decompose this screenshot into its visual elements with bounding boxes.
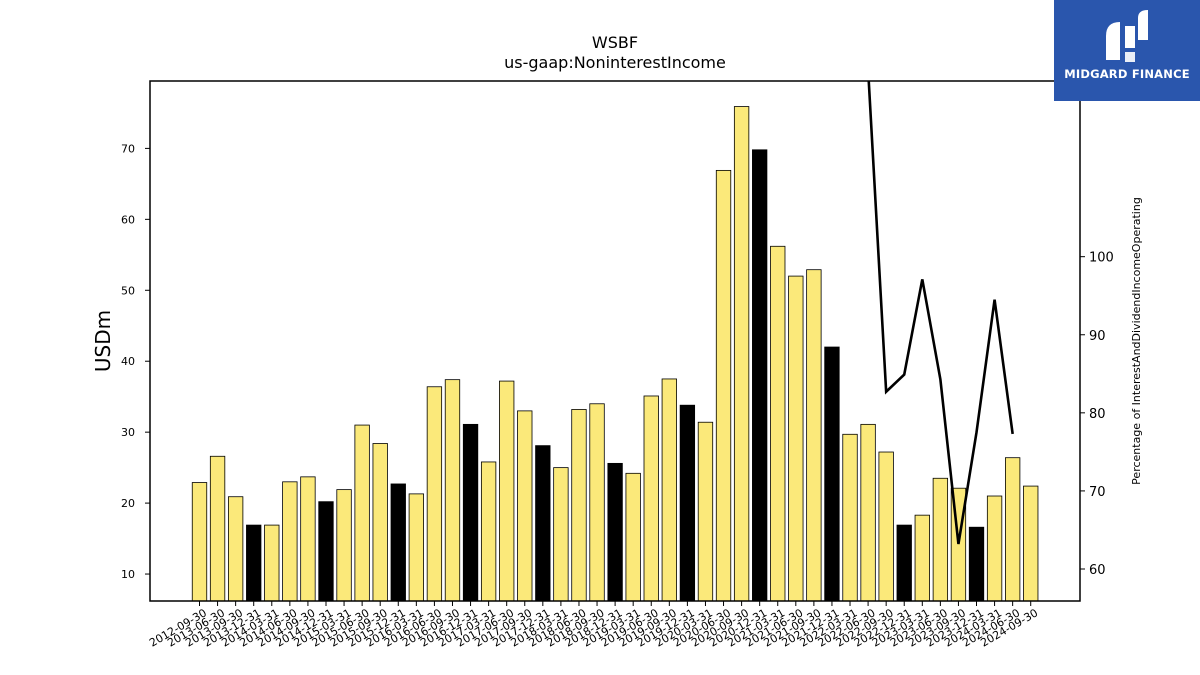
bar — [517, 410, 533, 602]
y-tick-label: 30 — [121, 426, 135, 439]
bar — [860, 423, 876, 602]
bar — [209, 455, 226, 602]
y-tick-label: 40 — [121, 355, 135, 368]
bar — [282, 481, 298, 602]
bar — [986, 495, 1003, 602]
bar — [589, 403, 605, 602]
y-tick-label: 70 — [121, 142, 135, 155]
bar — [842, 433, 858, 602]
bar — [788, 275, 804, 602]
bar — [715, 169, 732, 602]
bar — [246, 524, 262, 602]
bar — [462, 423, 479, 602]
y-tick-label: 50 — [121, 284, 135, 297]
y2-tick-label: 80 — [1089, 407, 1106, 422]
x-axis: 2012-09-302013-06-302013-09-302013-12-31… — [147, 601, 1040, 650]
y2-tick-label: 70 — [1089, 485, 1106, 500]
bar — [354, 424, 370, 602]
line-series — [867, 81, 1014, 545]
bar — [390, 483, 406, 602]
bar — [752, 149, 768, 602]
bar — [318, 501, 334, 602]
bar — [1023, 485, 1039, 602]
bar — [264, 524, 280, 602]
bar — [300, 476, 316, 602]
y-axis-right: 60 70 80 90 100 — [1080, 251, 1114, 578]
bar — [191, 482, 208, 602]
y2-axis-label: Percentage of InterestAndDividendIncomeO… — [1130, 197, 1143, 485]
bar — [806, 269, 822, 602]
bar — [733, 106, 750, 602]
bar — [426, 386, 443, 602]
y-tick-label: 20 — [121, 497, 135, 510]
bar — [1005, 457, 1021, 602]
bar — [661, 378, 677, 602]
mf-logo-icon — [1106, 10, 1148, 62]
bar — [932, 477, 949, 602]
y-axis-label: USDm — [91, 310, 115, 372]
bar — [336, 489, 352, 602]
y2-tick-label: 100 — [1089, 251, 1114, 266]
bar — [372, 443, 388, 602]
chart-subtitle: us-gaap:NoninterestIncome — [504, 53, 726, 72]
bar — [824, 346, 840, 602]
bar — [770, 245, 786, 602]
brand-logo-text: MIDGARD FINANCE — [1064, 67, 1190, 81]
bar — [227, 496, 244, 602]
y2-tick-label: 60 — [1089, 563, 1106, 578]
bar — [914, 514, 930, 602]
bar — [499, 380, 515, 602]
bar — [968, 526, 985, 602]
bar — [480, 461, 497, 602]
chart-title: WSBF — [592, 33, 638, 52]
bar — [878, 451, 894, 602]
y-tick-label: 10 — [121, 568, 135, 581]
y-axis-left: 10 20 30 40 50 60 70 — [121, 142, 150, 581]
bar — [607, 462, 623, 602]
bar — [625, 472, 641, 602]
bar — [535, 445, 551, 602]
y-tick-label: 60 — [121, 213, 135, 226]
bars-group — [191, 106, 1039, 602]
brand-logo: MIDGARD FINANCE — [1054, 0, 1200, 101]
bar — [643, 395, 659, 602]
bar — [697, 421, 714, 602]
bar — [571, 409, 587, 602]
bar — [553, 467, 569, 602]
bar — [408, 493, 424, 602]
bar — [444, 379, 461, 602]
bar — [896, 524, 912, 602]
bar — [679, 404, 696, 602]
line-series-group — [867, 81, 1014, 545]
y2-tick-label: 90 — [1089, 329, 1106, 344]
